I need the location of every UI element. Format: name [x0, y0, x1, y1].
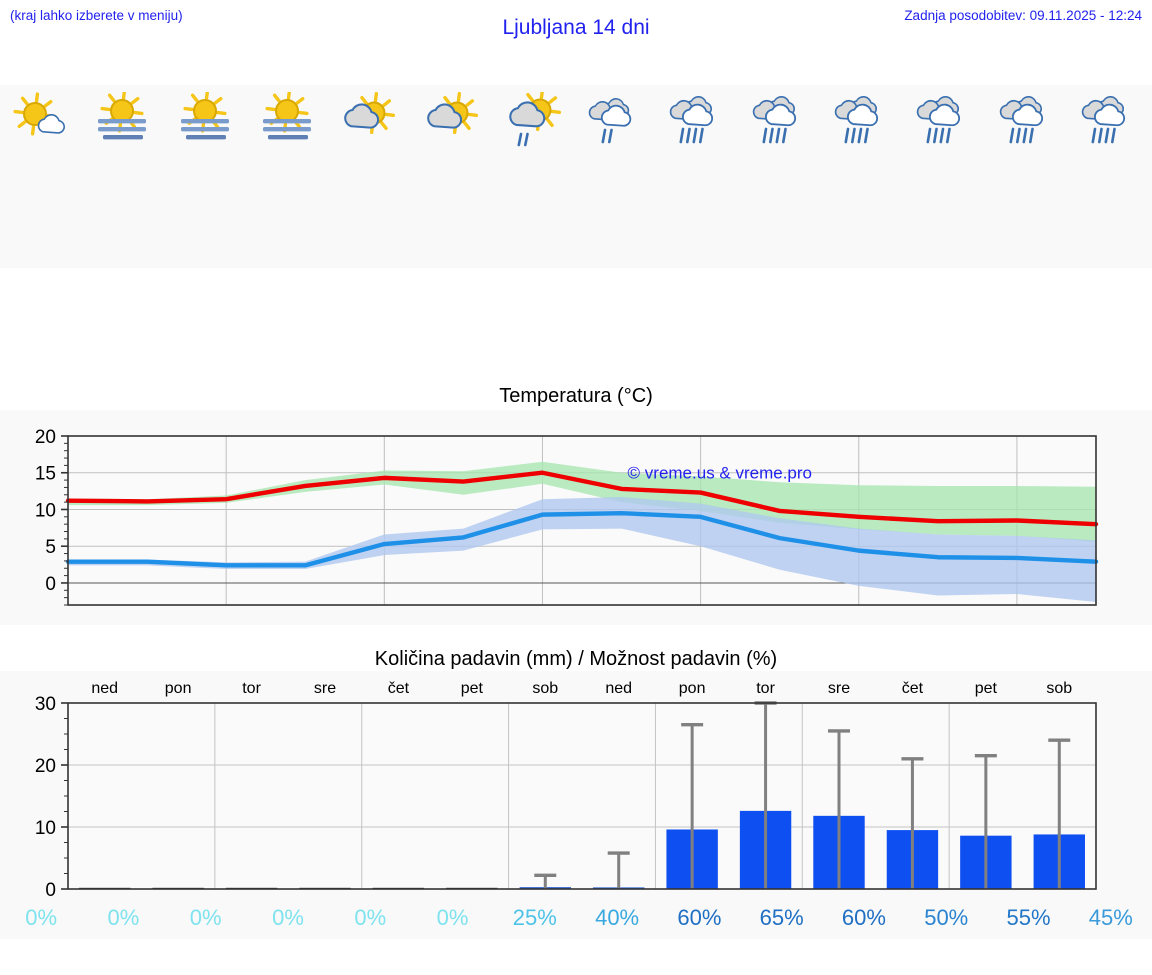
svg-text:tor: tor: [756, 680, 775, 697]
precipitation-chart-block: Količina padavin (mm) / Možnost padavin …: [0, 645, 1152, 945]
temperature-chart-title: Temperatura (°C): [499, 385, 653, 407]
cloud-rain-icon: [1081, 96, 1125, 144]
weather-icon: [828, 91, 900, 149]
last-updated: Zadnja posodobitev: 09.11.2025 - 12:24: [904, 8, 1142, 23]
sun-small-cloud-icon: [13, 92, 66, 136]
daily-forecast-strip: [0, 85, 1152, 268]
svg-text:sre: sre: [314, 680, 336, 697]
precipitation-probability-label: 25%: [512, 905, 557, 930]
precipitation-probability-label: 0%: [25, 905, 58, 930]
weather-icon: [499, 91, 571, 149]
svg-text:0: 0: [45, 574, 56, 595]
forecast-day-column[interactable]: [905, 85, 987, 268]
precipitation-chart-title: Količina padavin (mm) / Možnost padavin …: [374, 648, 778, 670]
precipitation-probability-label: 60%: [677, 905, 722, 930]
precipitation-probability-label: 60%: [841, 905, 886, 930]
precipitation-probability-label: 0%: [107, 905, 140, 930]
top-bar: (kraj lahko izberete v meniju) Ljubljana…: [0, 0, 1152, 46]
weather-icon: [1075, 91, 1147, 149]
cloud-rain-icon: [752, 96, 796, 144]
svg-text:0: 0: [45, 880, 56, 901]
sun-fog-icon: [180, 92, 229, 140]
sun-cloud-icon: [426, 92, 478, 135]
forecast-day-column[interactable]: [823, 85, 905, 268]
cloud-rain-icon: [917, 96, 961, 144]
svg-text:pet: pet: [975, 680, 998, 697]
precipitation-probability-label: 0%: [354, 905, 387, 930]
page-title: Ljubljana 14 dni: [502, 16, 650, 39]
precipitation-probability-label: 50%: [924, 905, 969, 930]
weather-icon: [910, 91, 982, 149]
temperature-chart-svg: 0 5 10 15 20 © vreme.us & vreme.pro: [35, 427, 1099, 606]
forecast-day-column[interactable]: [82, 85, 164, 268]
svg-text:© vreme.us & vreme.pro: © vreme.us & vreme.pro: [628, 464, 812, 483]
svg-text:sob: sob: [1046, 680, 1072, 697]
weather-icon: [170, 91, 242, 149]
weather-icon: [581, 91, 653, 149]
precipitation-probability-label: 55%: [1006, 905, 1051, 930]
menu-hint: (kraj lahko izberete v meniju): [10, 8, 183, 23]
weather-icon: [252, 91, 324, 149]
weather-icon: [663, 91, 735, 149]
forecast-day-column[interactable]: [411, 85, 493, 268]
precipitation-probability-label: 0%: [436, 905, 469, 930]
forecast-day-column[interactable]: [494, 85, 576, 268]
weather-icon: [993, 91, 1065, 149]
forecast-day-column[interactable]: [1070, 85, 1152, 268]
weather-icon: [5, 91, 77, 149]
svg-text:pon: pon: [679, 680, 706, 697]
forecast-day-column[interactable]: [987, 85, 1069, 268]
precipitation-chart-svg: ned pon tor sre čet pet sob ned pon tor sre čet pet s…: [35, 680, 1097, 901]
svg-text:čet: čet: [388, 680, 410, 697]
forecast-day-column[interactable]: [247, 85, 329, 268]
forecast-day-column[interactable]: [576, 85, 658, 268]
svg-text:čet: čet: [902, 680, 924, 697]
sun-fog-icon: [262, 92, 311, 140]
precipitation-probability-row: 0% 0% 0% 0% 0% 0% 25% 40% 60% 65% 60% 50% 55% 45%: [0, 900, 1152, 936]
precipitation-probability-label: 65%: [759, 905, 804, 930]
forecast-day-column[interactable]: [741, 85, 823, 268]
svg-text:10: 10: [35, 500, 56, 521]
forecast-day-column[interactable]: [658, 85, 740, 268]
cloud-rain-icon: [670, 96, 714, 144]
svg-text:pet: pet: [461, 680, 484, 697]
weather-icon: [87, 91, 159, 149]
svg-text:5: 5: [45, 537, 56, 558]
svg-text:sre: sre: [828, 680, 850, 697]
svg-text:sob: sob: [532, 680, 558, 697]
weather-icon: [746, 91, 818, 149]
svg-text:30: 30: [35, 694, 56, 715]
forecast-day-column[interactable]: [329, 85, 411, 268]
precipitation-probability-label: 40%: [595, 905, 640, 930]
weather-icon: [334, 91, 406, 149]
sun-cloud-light-rain-icon: [509, 92, 561, 147]
svg-text:15: 15: [35, 464, 56, 485]
svg-text:20: 20: [35, 427, 56, 448]
cloud-rain-icon: [834, 96, 878, 144]
temperature-chart-block: Temperatura (°C) 0 5 10 15 20 © vreme.us & vr…: [0, 382, 1152, 627]
forecast-day-column[interactable]: [165, 85, 247, 268]
sun-fog-icon: [98, 92, 147, 140]
cloud-rain-icon: [999, 96, 1043, 144]
svg-text:10: 10: [35, 818, 56, 839]
precipitation-probability-label: 0%: [272, 905, 304, 930]
precipitation-probability-label: 0%: [189, 905, 222, 930]
cloud-light-rain-icon: [588, 98, 632, 144]
svg-text:pon: pon: [165, 680, 192, 697]
sun-cloud-icon: [344, 92, 396, 135]
svg-text:ned: ned: [91, 680, 118, 697]
svg-text:tor: tor: [242, 680, 261, 697]
weather-icon: [417, 91, 489, 149]
precipitation-probability-label: 45%: [1088, 905, 1133, 930]
svg-text:20: 20: [35, 756, 56, 777]
svg-text:ned: ned: [605, 680, 632, 697]
forecast-day-column[interactable]: [0, 85, 82, 268]
